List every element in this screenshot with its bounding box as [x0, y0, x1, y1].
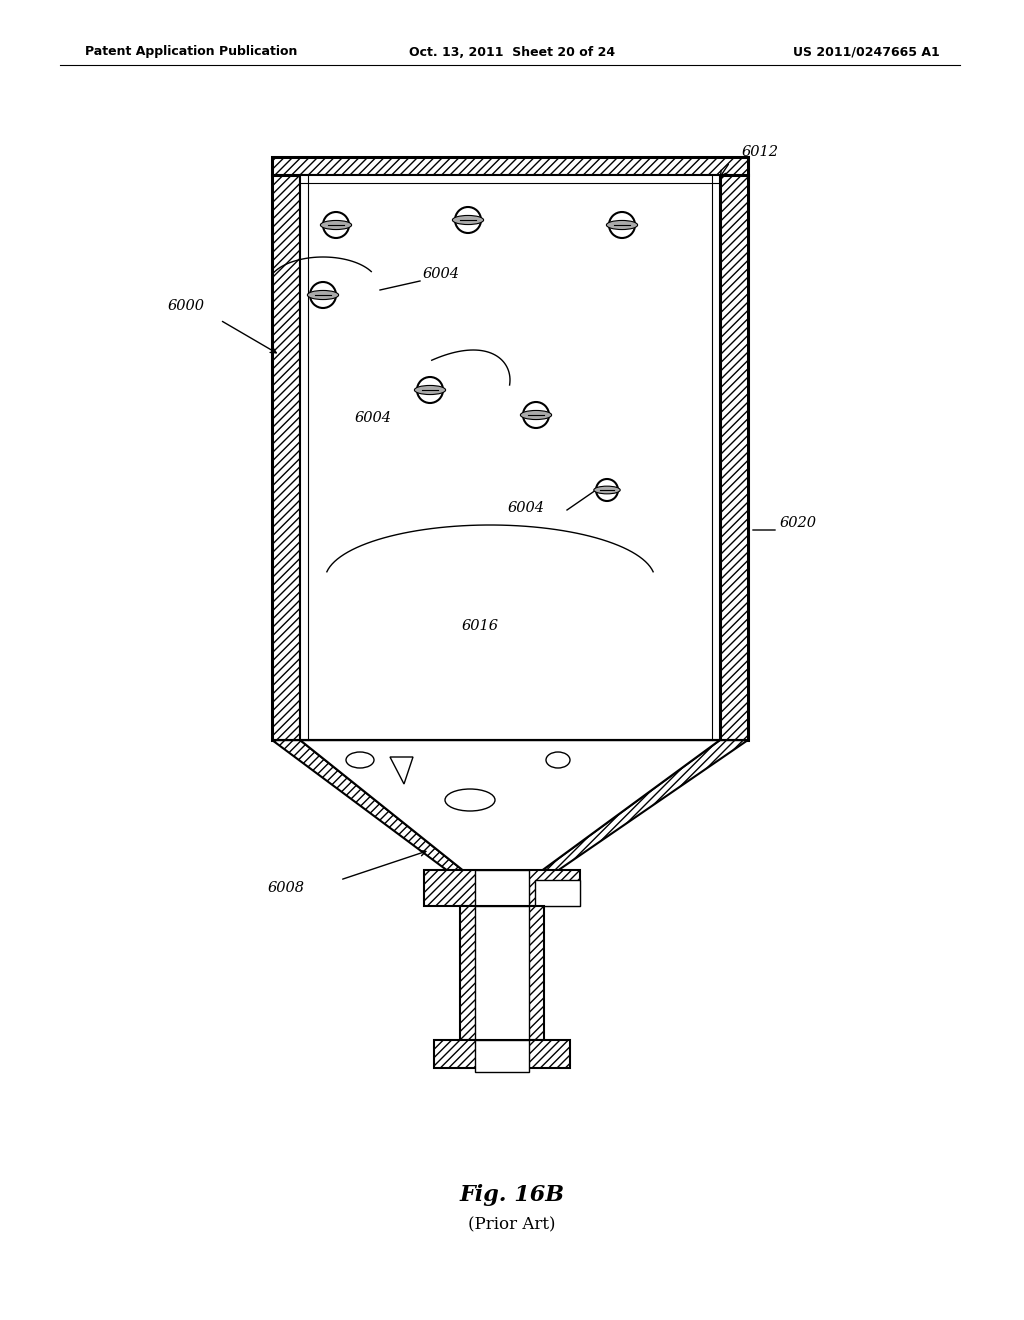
Ellipse shape: [594, 486, 621, 494]
Bar: [434, 1040, 570, 1068]
Bar: [475, 906, 529, 1040]
Circle shape: [609, 213, 635, 238]
Text: 6016: 6016: [462, 619, 499, 634]
Bar: [272, 157, 748, 176]
Circle shape: [455, 207, 481, 234]
Bar: [720, 176, 748, 741]
Ellipse shape: [546, 752, 570, 768]
Text: 6020: 6020: [780, 516, 817, 531]
Text: Oct. 13, 2011  Sheet 20 of 24: Oct. 13, 2011 Sheet 20 of 24: [409, 45, 615, 58]
Text: 6004: 6004: [508, 502, 545, 515]
Text: 6008: 6008: [268, 880, 305, 895]
Ellipse shape: [445, 789, 495, 810]
Text: 6004: 6004: [355, 411, 392, 425]
Circle shape: [417, 378, 443, 403]
Ellipse shape: [321, 220, 351, 230]
Polygon shape: [272, 741, 475, 880]
Bar: [460, 906, 544, 1040]
Circle shape: [596, 479, 618, 502]
Bar: [272, 176, 300, 741]
Bar: [535, 880, 580, 906]
Ellipse shape: [415, 385, 445, 395]
Circle shape: [323, 213, 349, 238]
Text: 6000: 6000: [168, 300, 205, 313]
Text: Fig. 16B: Fig. 16B: [460, 1184, 564, 1206]
Bar: [475, 1040, 529, 1072]
Polygon shape: [390, 756, 413, 784]
Text: 6004: 6004: [423, 267, 460, 281]
Polygon shape: [529, 741, 748, 880]
Text: 6012: 6012: [742, 145, 779, 158]
Bar: [475, 870, 529, 906]
Circle shape: [523, 403, 549, 428]
Ellipse shape: [453, 215, 483, 224]
Text: (Prior Art): (Prior Art): [468, 1217, 556, 1233]
Bar: [424, 870, 580, 906]
Polygon shape: [300, 741, 720, 880]
Text: Patent Application Publication: Patent Application Publication: [85, 45, 297, 58]
Ellipse shape: [346, 752, 374, 768]
Text: US 2011/0247665 A1: US 2011/0247665 A1: [794, 45, 940, 58]
Circle shape: [310, 282, 336, 308]
Ellipse shape: [606, 220, 638, 230]
Ellipse shape: [307, 290, 339, 300]
Bar: [300, 176, 720, 741]
Ellipse shape: [520, 411, 552, 420]
